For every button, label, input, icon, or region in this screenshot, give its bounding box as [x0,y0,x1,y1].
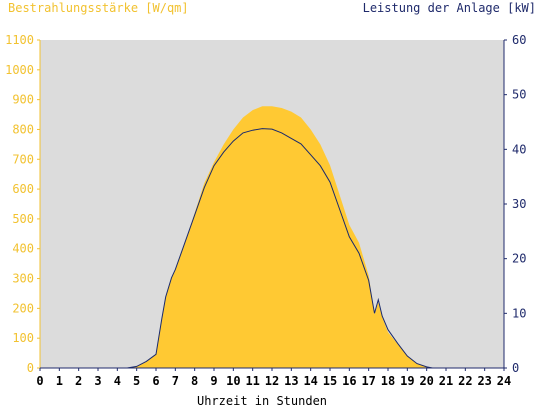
right-tick-label: 40 [512,142,526,156]
left-tick-label: 700 [12,152,34,166]
right-axis-title: Leistung der Anlage [kW] [363,1,536,15]
power-line [40,128,504,369]
right-tick-label: 60 [512,33,526,47]
x-tick-label: 18 [381,374,395,388]
x-tick-label: 20 [419,374,433,388]
x-tick-label: 0 [36,374,43,388]
left-tick-label: 800 [12,122,34,136]
left-tick-label: 900 [12,93,34,107]
left-tick-label: 0 [27,361,34,375]
left-tick-label: 300 [12,272,34,286]
x-tick-label: 7 [172,374,179,388]
left-tick-label: 600 [12,182,34,196]
right-tick-label: 10 [512,306,526,320]
x-tick-label: 24 [497,374,511,388]
x-tick-label: 17 [361,374,375,388]
x-tick-label: 3 [94,374,101,388]
x-tick-label: 19 [400,374,414,388]
left-tick-label: 500 [12,212,34,226]
axes-layer: 0100200300400500600700800900100011000102… [5,33,526,388]
x-tick-label: 11 [245,374,259,388]
x-tick-label: 14 [303,374,317,388]
x-tick-label: 12 [265,374,279,388]
right-tick-label: 50 [512,88,526,102]
left-tick-label: 400 [12,242,34,256]
series-layer [40,106,504,369]
left-tick-label: 100 [12,331,34,345]
x-tick-label: 22 [458,374,472,388]
x-tick-label: 15 [323,374,337,388]
x-tick-label: 5 [133,374,140,388]
x-tick-label: 9 [210,374,217,388]
left-tick-label: 1100 [5,33,34,47]
x-tick-label: 13 [284,374,298,388]
irradiance-area [40,106,504,368]
x-tick-label: 2 [75,374,82,388]
x-tick-label: 8 [191,374,198,388]
right-tick-label: 20 [512,252,526,266]
x-tick-label: 16 [342,374,356,388]
x-tick-label: 23 [477,374,491,388]
x-tick-label: 1 [56,374,63,388]
left-tick-label: 200 [12,301,34,315]
x-tick-label: 4 [114,374,121,388]
right-tick-label: 0 [512,361,519,375]
x-tick-label: 6 [152,374,159,388]
left-tick-label: 1000 [5,63,34,77]
x-tick-label: 21 [439,374,453,388]
x-tick-label: 10 [226,374,240,388]
left-axis-title: Bestrahlungsstärke [W/qm] [8,1,189,15]
right-tick-label: 30 [512,197,526,211]
x-axis-title: Uhrzeit in Stunden [197,394,327,408]
